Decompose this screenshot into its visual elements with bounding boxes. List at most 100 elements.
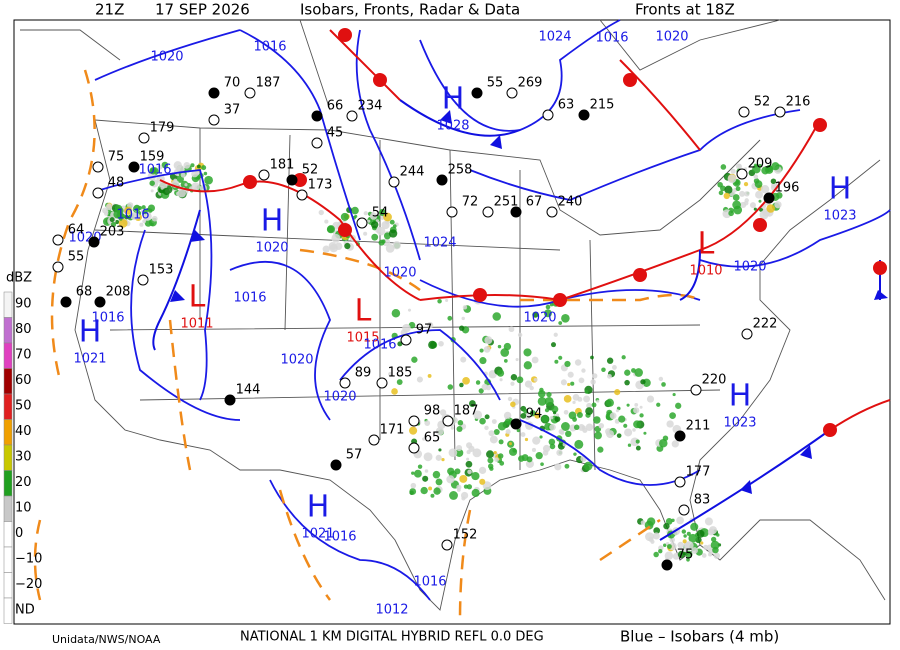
radar-echo <box>555 413 560 417</box>
radar-echo <box>771 162 780 171</box>
radar-echo <box>383 212 392 222</box>
station-value: 185 <box>388 366 413 381</box>
station-marker <box>436 174 448 186</box>
isobar-label: 1020 <box>655 30 688 45</box>
radar-echo <box>550 342 557 348</box>
radar-echo <box>560 379 567 386</box>
radar-echo <box>558 355 563 360</box>
isobar-label: 1016 <box>595 31 628 46</box>
radar-echo <box>541 415 549 423</box>
radar-echo <box>456 444 463 452</box>
legend-title: dBZ <box>6 271 32 286</box>
radar-echo <box>424 420 431 426</box>
radar-echo <box>659 438 668 448</box>
radar-echo <box>640 379 646 385</box>
radar-echo <box>752 164 761 174</box>
radar-echo <box>590 379 596 385</box>
station-marker <box>674 476 686 488</box>
radar-echo <box>318 209 324 216</box>
radar-echo <box>597 446 604 453</box>
radar-echo <box>755 190 763 199</box>
radar-echo <box>554 359 559 364</box>
legend-swatch <box>3 291 13 318</box>
radar-echo <box>573 452 577 456</box>
station-value: 269 <box>518 76 543 91</box>
station-marker <box>258 169 270 181</box>
radar-echo <box>545 304 551 310</box>
station-marker <box>441 539 453 551</box>
radar-echo <box>686 557 690 562</box>
legend-swatch <box>3 419 13 446</box>
radar-echo <box>124 206 133 215</box>
radar-echo <box>539 387 544 393</box>
radar-echo <box>524 437 529 442</box>
radar-echo <box>770 178 777 184</box>
radar-echo <box>196 164 201 169</box>
radar-echo <box>484 414 490 420</box>
radar-echo <box>496 369 505 377</box>
station-value: 54 <box>372 206 389 221</box>
radar-echo <box>115 219 120 225</box>
radar-echo <box>391 308 401 318</box>
radar-echo <box>546 391 552 398</box>
station-marker <box>60 296 72 308</box>
radar-echo <box>585 407 594 416</box>
radar-echo <box>744 198 749 203</box>
radar-echo <box>675 402 682 409</box>
radar-echo <box>672 392 676 397</box>
radar-echo <box>749 202 756 209</box>
station-marker <box>138 132 150 144</box>
radar-echo <box>548 438 556 446</box>
radar-echo <box>157 164 163 170</box>
radar-echo <box>766 204 775 213</box>
radar-echo <box>508 326 515 333</box>
station-marker <box>286 174 298 186</box>
radar-echo <box>438 340 444 347</box>
station-marker <box>446 206 458 218</box>
radar-echo <box>469 400 476 407</box>
radar-echo <box>774 201 782 209</box>
radar-echo <box>732 194 740 201</box>
radar-echo <box>523 361 532 370</box>
station-value: 57 <box>346 448 363 463</box>
radar-echo <box>149 167 157 175</box>
radar-echo <box>534 412 541 419</box>
radar-echo <box>456 488 461 492</box>
radar-echo <box>449 491 458 500</box>
station-marker <box>208 114 220 126</box>
station-marker <box>763 192 775 204</box>
radar-echo <box>661 382 666 387</box>
radar-echo <box>455 448 464 457</box>
radar-echo <box>624 379 630 386</box>
radar-echo <box>538 390 546 398</box>
radar-echo <box>489 466 494 471</box>
radar-echo <box>460 356 467 363</box>
isobar-label: 1020 <box>280 353 313 368</box>
radar-echo <box>510 381 515 386</box>
legend-swatch <box>3 342 13 369</box>
radar-echo <box>503 359 508 363</box>
radar-echo <box>556 449 563 456</box>
isobar-label: 1020 <box>733 260 766 275</box>
radar-echo <box>456 426 463 433</box>
radar-echo <box>578 377 585 384</box>
radar-echo <box>624 428 633 437</box>
station-marker <box>296 189 308 201</box>
radar-echo <box>696 529 705 538</box>
radar-echo <box>435 454 442 461</box>
radar-echo <box>639 413 644 418</box>
radar-echo <box>500 348 510 357</box>
radar-echo <box>564 360 571 368</box>
radar-echo <box>532 311 539 318</box>
radar-echo <box>124 214 129 220</box>
radar-echo <box>466 450 471 455</box>
pressure-value: 1023 <box>723 416 756 431</box>
radar-echo <box>686 531 691 536</box>
pressure-symbol: H <box>261 204 284 239</box>
radar-echo <box>407 308 412 312</box>
station-value: 244 <box>400 165 425 180</box>
radar-echo <box>493 450 497 455</box>
radar-echo <box>427 373 432 378</box>
radar-echo <box>606 430 615 439</box>
isobar-label: 1020 <box>323 390 356 405</box>
